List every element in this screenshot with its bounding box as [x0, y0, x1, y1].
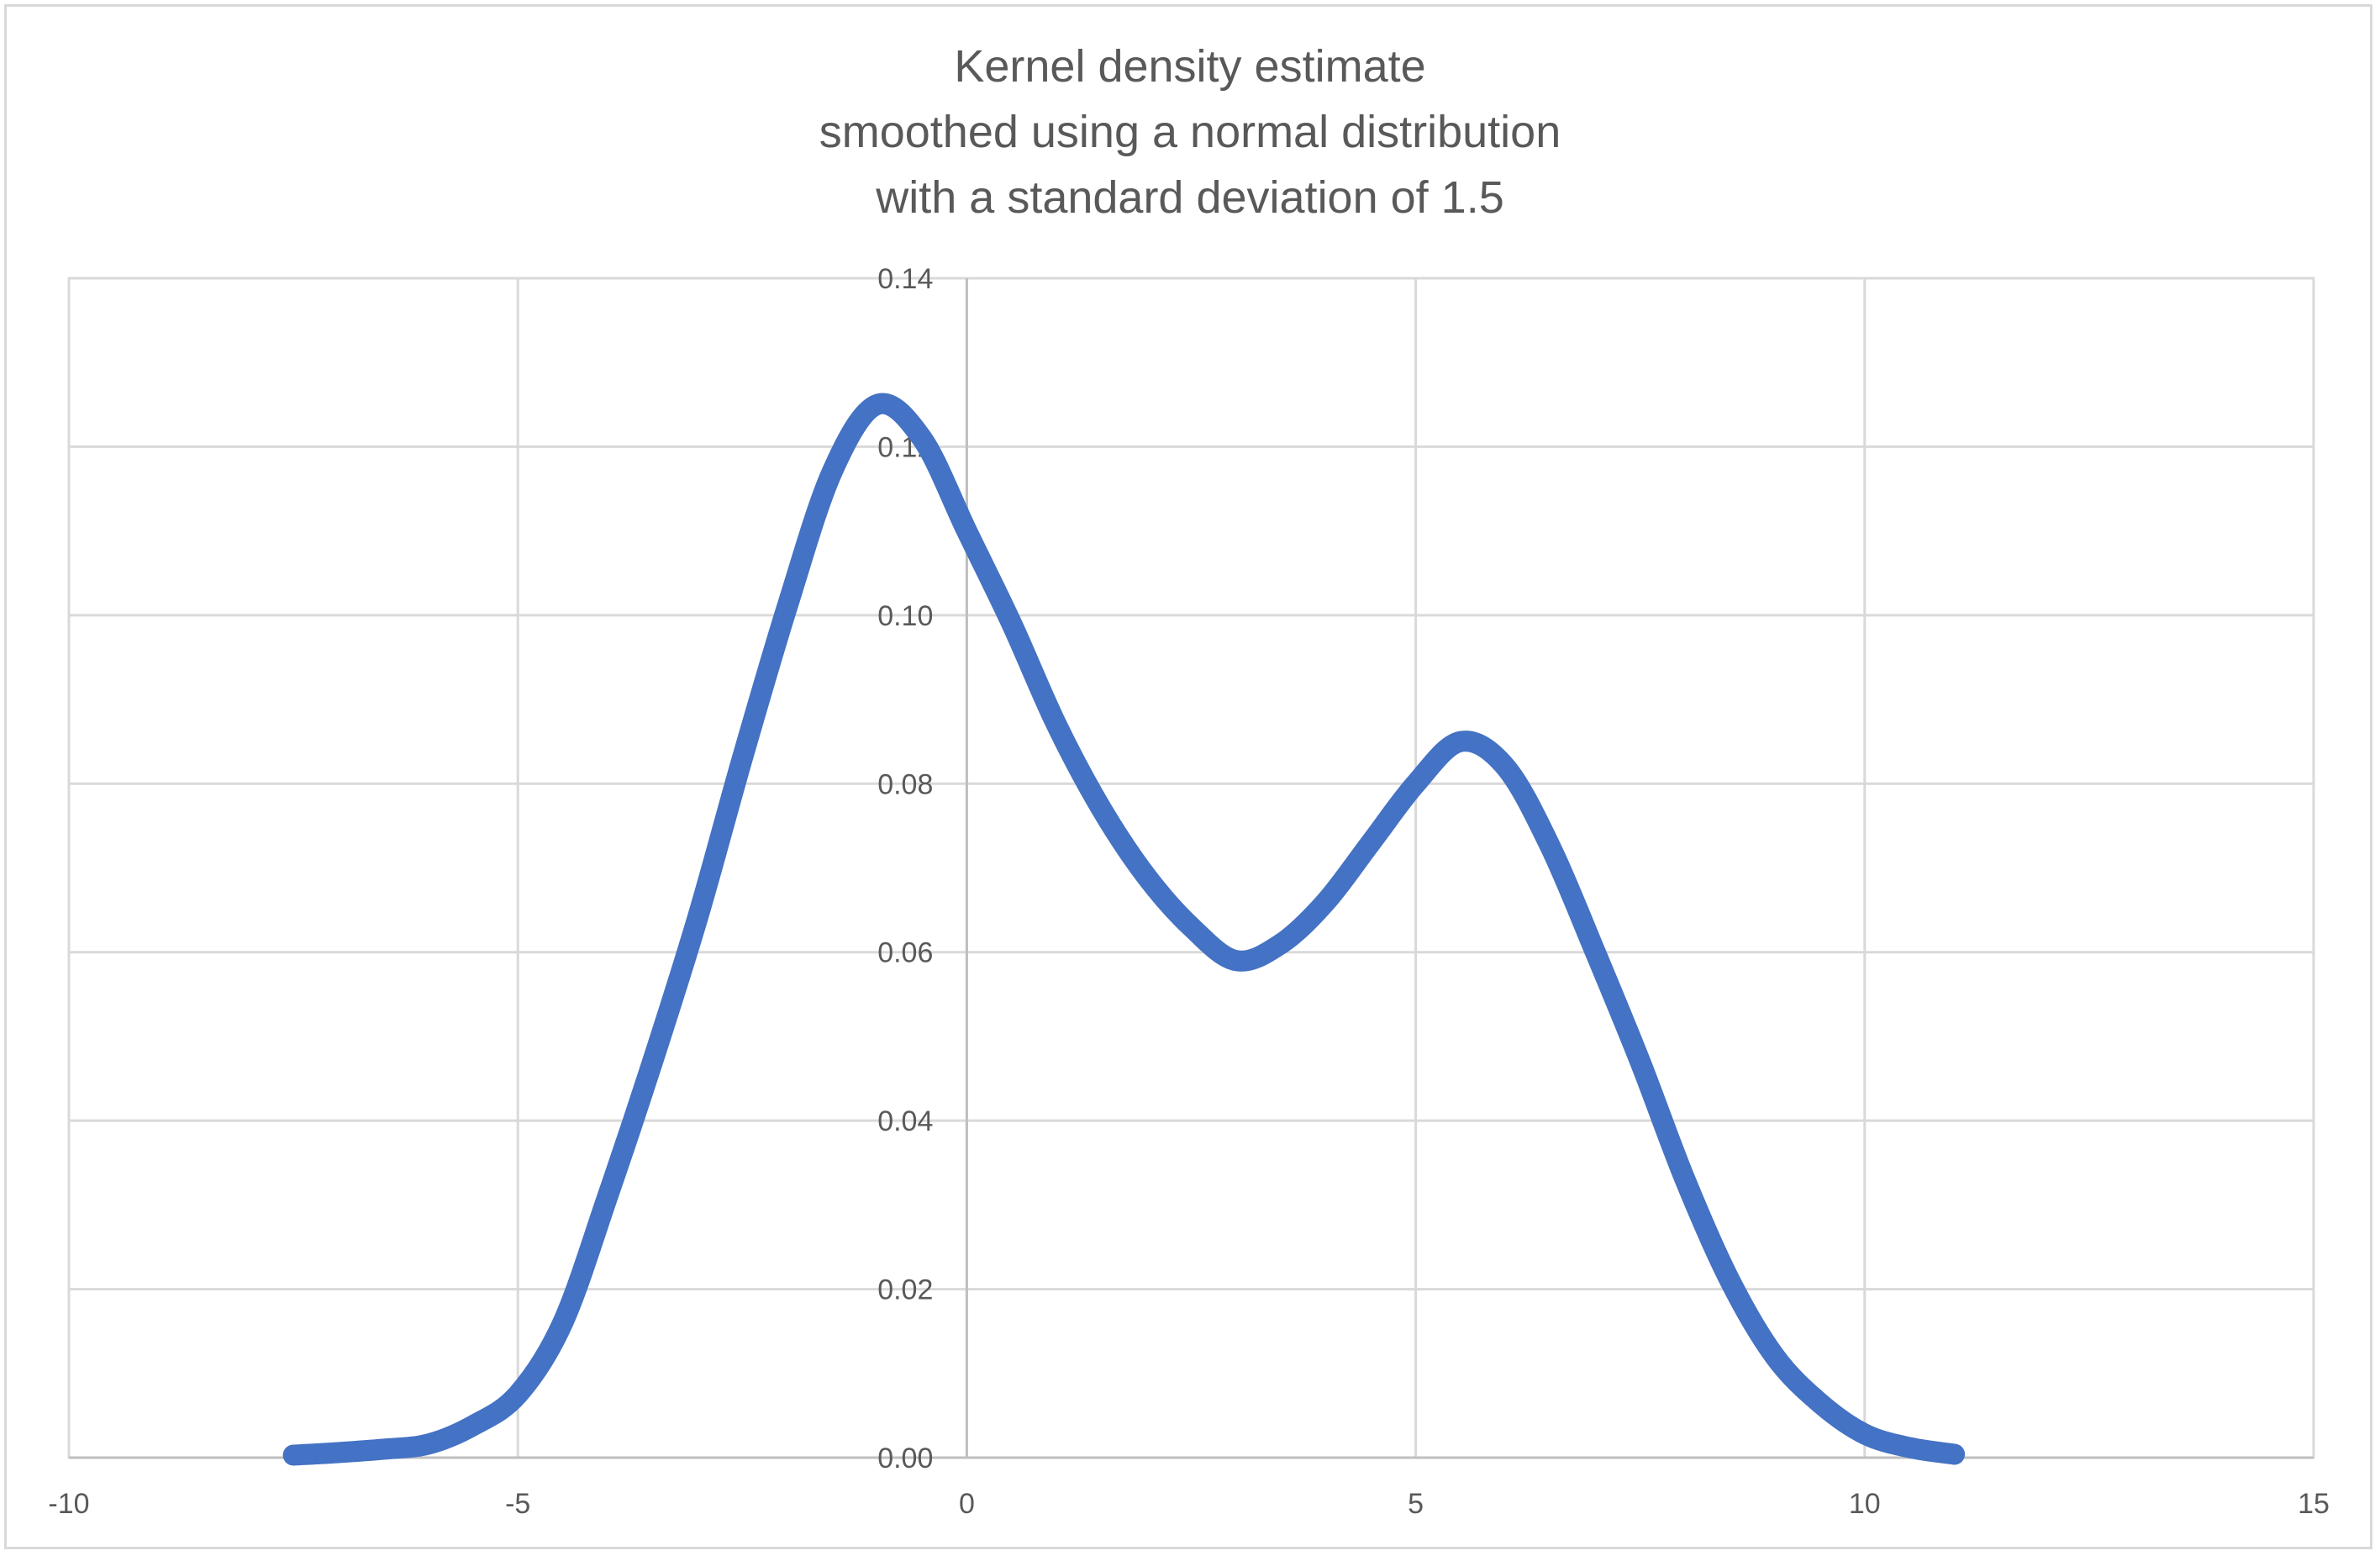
chart-title-line-1: Kernel density estimate: [954, 41, 1426, 92]
y-tick-label: 0.08: [877, 768, 933, 800]
x-tick-label: 10: [1849, 1488, 1881, 1520]
y-tick-label: 0.02: [877, 1274, 933, 1306]
y-tick-label: 0.06: [877, 937, 933, 969]
y-tick-label: 0.04: [877, 1105, 933, 1137]
x-axis-tick-labels: -10 -5 0 5 10 15: [48, 1488, 2329, 1520]
y-axis-tick-labels: 0.000.020.040.060.080.100.120.14: [877, 263, 933, 1474]
chart-title-line-3: with a standard deviation of 1.5: [876, 172, 1504, 223]
kde-series-line: [282, 393, 1966, 1466]
y-tick-label: 0.00: [877, 1443, 933, 1474]
plot-border: [67, 277, 2315, 1459]
x-tick-label: -10: [48, 1488, 89, 1520]
chart-title: Kernel density estimate smoothed using a…: [0, 34, 2380, 230]
chart-title-line-2: smoothed using a normal distribution: [819, 107, 1561, 157]
x-tick-label: 15: [2298, 1488, 2330, 1520]
chart-frame: [4, 4, 2372, 1549]
x-tick-label: -5: [505, 1488, 530, 1520]
y-tick-label: 0.14: [877, 263, 933, 295]
vertical-gridlines: [67, 278, 2315, 1458]
horizontal-gridlines: [69, 277, 2314, 1459]
y-tick-label: 0.10: [877, 600, 933, 632]
x-tick-label: 0: [959, 1488, 975, 1520]
x-tick-label: 5: [1408, 1488, 1424, 1520]
